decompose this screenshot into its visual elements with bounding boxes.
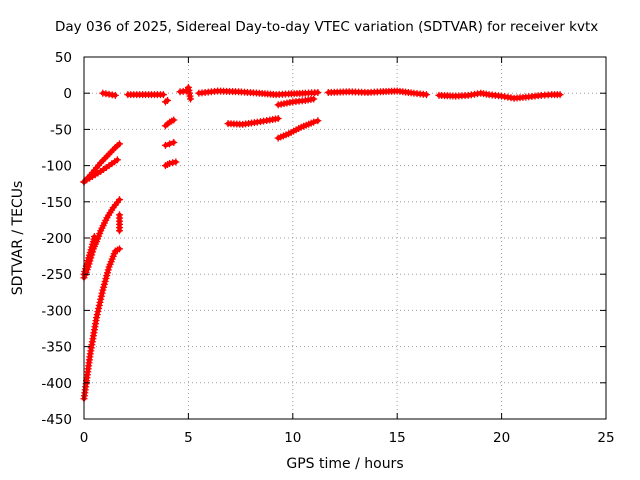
data-point: [98, 289, 106, 297]
chart-title: Day 036 of 2025, Sidereal Day-to-day VTE…: [55, 19, 599, 35]
data-point: [314, 117, 322, 125]
y-tick-label: 0: [63, 86, 72, 102]
y-tick-label: -350: [41, 340, 72, 356]
series-band: [81, 246, 122, 401]
data-point: [161, 141, 169, 149]
data-point: [314, 88, 322, 96]
x-tick-label: 0: [80, 430, 89, 446]
data-point: [115, 196, 123, 204]
x-axis-label: GPS time / hours: [286, 456, 404, 472]
tick-layer: 0 5 10 15 20 25 50 0 -50 -100 -150 -200 -250 -300 -350…: [41, 50, 614, 446]
y-tick-label: -200: [41, 231, 72, 247]
grid-layer: [84, 57, 606, 419]
data-point: [159, 91, 167, 99]
data-point: [95, 304, 103, 312]
data-point: [166, 159, 174, 167]
y-tick-label: -100: [41, 159, 72, 175]
data-point: [93, 314, 101, 322]
data-point: [111, 91, 119, 99]
x-tick-label: 15: [389, 430, 406, 446]
data-point: [93, 311, 101, 319]
data-point: [97, 295, 105, 303]
data-point: [90, 233, 98, 241]
data-point: [422, 91, 430, 99]
data-point: [97, 292, 105, 300]
data-point: [310, 118, 318, 126]
y-tick-label: -50: [50, 122, 72, 138]
data-point: [166, 140, 174, 148]
data-point: [310, 95, 318, 103]
y-tick-label: -150: [41, 195, 72, 211]
data-layer: [80, 83, 564, 403]
data-point: [96, 298, 104, 306]
data-point: [115, 140, 123, 148]
data-point: [115, 245, 123, 253]
y-tick-label: -250: [41, 267, 72, 283]
data-point: [274, 115, 282, 123]
data-point: [170, 138, 178, 146]
data-point: [556, 91, 564, 99]
x-tick-label: 25: [597, 430, 614, 446]
data-point: [172, 158, 180, 166]
x-tick-label: 10: [284, 430, 301, 446]
data-point: [164, 96, 172, 104]
data-point: [113, 156, 121, 164]
x-tick-label: 5: [184, 430, 193, 446]
data-point: [95, 301, 103, 309]
data-point: [115, 227, 123, 235]
data-point: [169, 159, 177, 167]
data-point: [94, 308, 102, 316]
data-point: [170, 116, 178, 124]
y-tick-label: 50: [55, 50, 72, 66]
y-tick-label: -400: [41, 376, 72, 392]
y-tick-label: -300: [41, 303, 72, 319]
x-tick-label: 20: [493, 430, 510, 446]
data-point: [186, 95, 194, 103]
y-tick-label: -450: [41, 412, 72, 428]
